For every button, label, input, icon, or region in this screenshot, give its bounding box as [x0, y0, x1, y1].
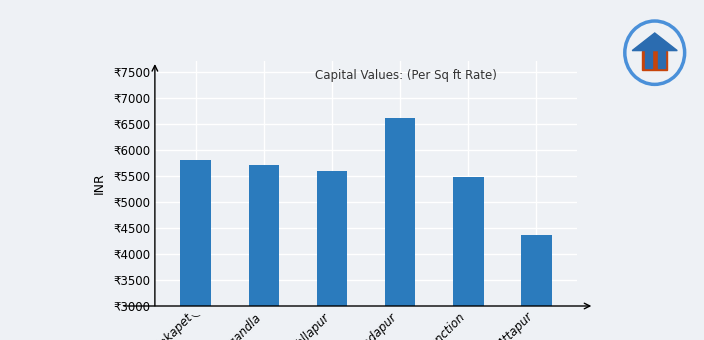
Bar	[658, 51, 665, 68]
Bar	[521, 235, 552, 306]
Bar	[385, 119, 415, 306]
Bar	[317, 171, 347, 306]
Text: Capital Values: (Per Sq ft Rate): Capital Values: (Per Sq ft Rate)	[315, 69, 497, 82]
Bar	[249, 165, 279, 306]
Bar	[645, 51, 652, 68]
Y-axis label: INR: INR	[93, 173, 106, 194]
Bar	[180, 160, 211, 306]
Bar	[453, 177, 484, 306]
Bar	[642, 51, 667, 70]
Polygon shape	[632, 33, 677, 51]
Text: ‿: ‿	[191, 306, 200, 316]
